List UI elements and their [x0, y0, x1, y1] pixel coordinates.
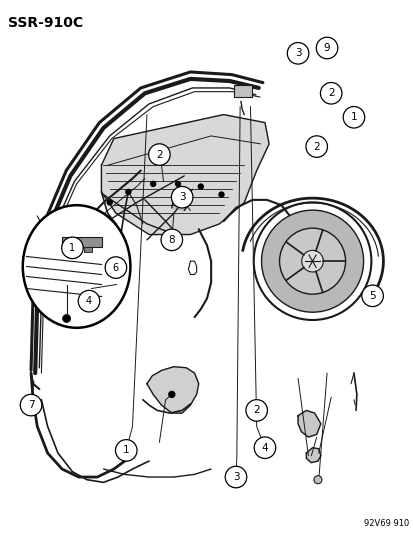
Text: 8: 8 [168, 235, 175, 245]
Bar [62, 237, 101, 246]
Circle shape [313, 475, 321, 484]
Circle shape [78, 290, 100, 312]
Circle shape [287, 43, 308, 64]
Circle shape [254, 437, 275, 458]
Circle shape [342, 107, 364, 128]
Circle shape [225, 466, 246, 488]
Circle shape [171, 187, 192, 208]
Text: 1: 1 [123, 446, 129, 455]
Circle shape [20, 394, 42, 416]
Text: 92V69 910: 92V69 910 [363, 519, 408, 528]
Circle shape [279, 228, 345, 294]
Text: 3: 3 [232, 472, 239, 482]
Text: 2: 2 [156, 150, 162, 159]
Text: 9: 9 [323, 43, 330, 53]
Circle shape [245, 400, 267, 421]
Circle shape [62, 237, 83, 259]
Circle shape [62, 314, 71, 322]
Circle shape [161, 229, 182, 251]
Circle shape [107, 200, 112, 205]
Bar [83, 246, 91, 252]
Circle shape [218, 192, 223, 197]
Circle shape [320, 83, 341, 104]
Text: 2: 2 [313, 142, 319, 151]
Circle shape [105, 257, 126, 278]
Polygon shape [306, 448, 320, 463]
Text: 3: 3 [294, 49, 301, 58]
Text: SSR-910C: SSR-910C [8, 16, 83, 30]
Ellipse shape [23, 205, 130, 328]
Circle shape [169, 391, 174, 398]
Circle shape [148, 144, 170, 165]
Circle shape [301, 251, 323, 272]
Circle shape [150, 181, 155, 187]
Text: 2: 2 [327, 88, 334, 98]
Polygon shape [297, 410, 320, 437]
Circle shape [126, 189, 131, 195]
Circle shape [261, 210, 363, 312]
Text: 1: 1 [350, 112, 356, 122]
Circle shape [316, 37, 337, 59]
Text: 7: 7 [28, 400, 34, 410]
Polygon shape [101, 115, 268, 235]
Circle shape [115, 440, 137, 461]
Circle shape [198, 184, 203, 189]
Text: 4: 4 [86, 296, 92, 306]
Text: 1: 1 [69, 243, 75, 253]
Circle shape [305, 136, 327, 157]
Circle shape [175, 181, 180, 187]
Polygon shape [171, 192, 190, 211]
Bar [234, 85, 252, 96]
Circle shape [361, 285, 382, 306]
Text: 5: 5 [368, 291, 375, 301]
Text: 4: 4 [261, 443, 268, 453]
Text: 3: 3 [178, 192, 185, 202]
Polygon shape [147, 367, 198, 413]
Text: 2: 2 [253, 406, 259, 415]
Bar [66, 246, 74, 252]
Text: 6: 6 [113, 263, 119, 272]
